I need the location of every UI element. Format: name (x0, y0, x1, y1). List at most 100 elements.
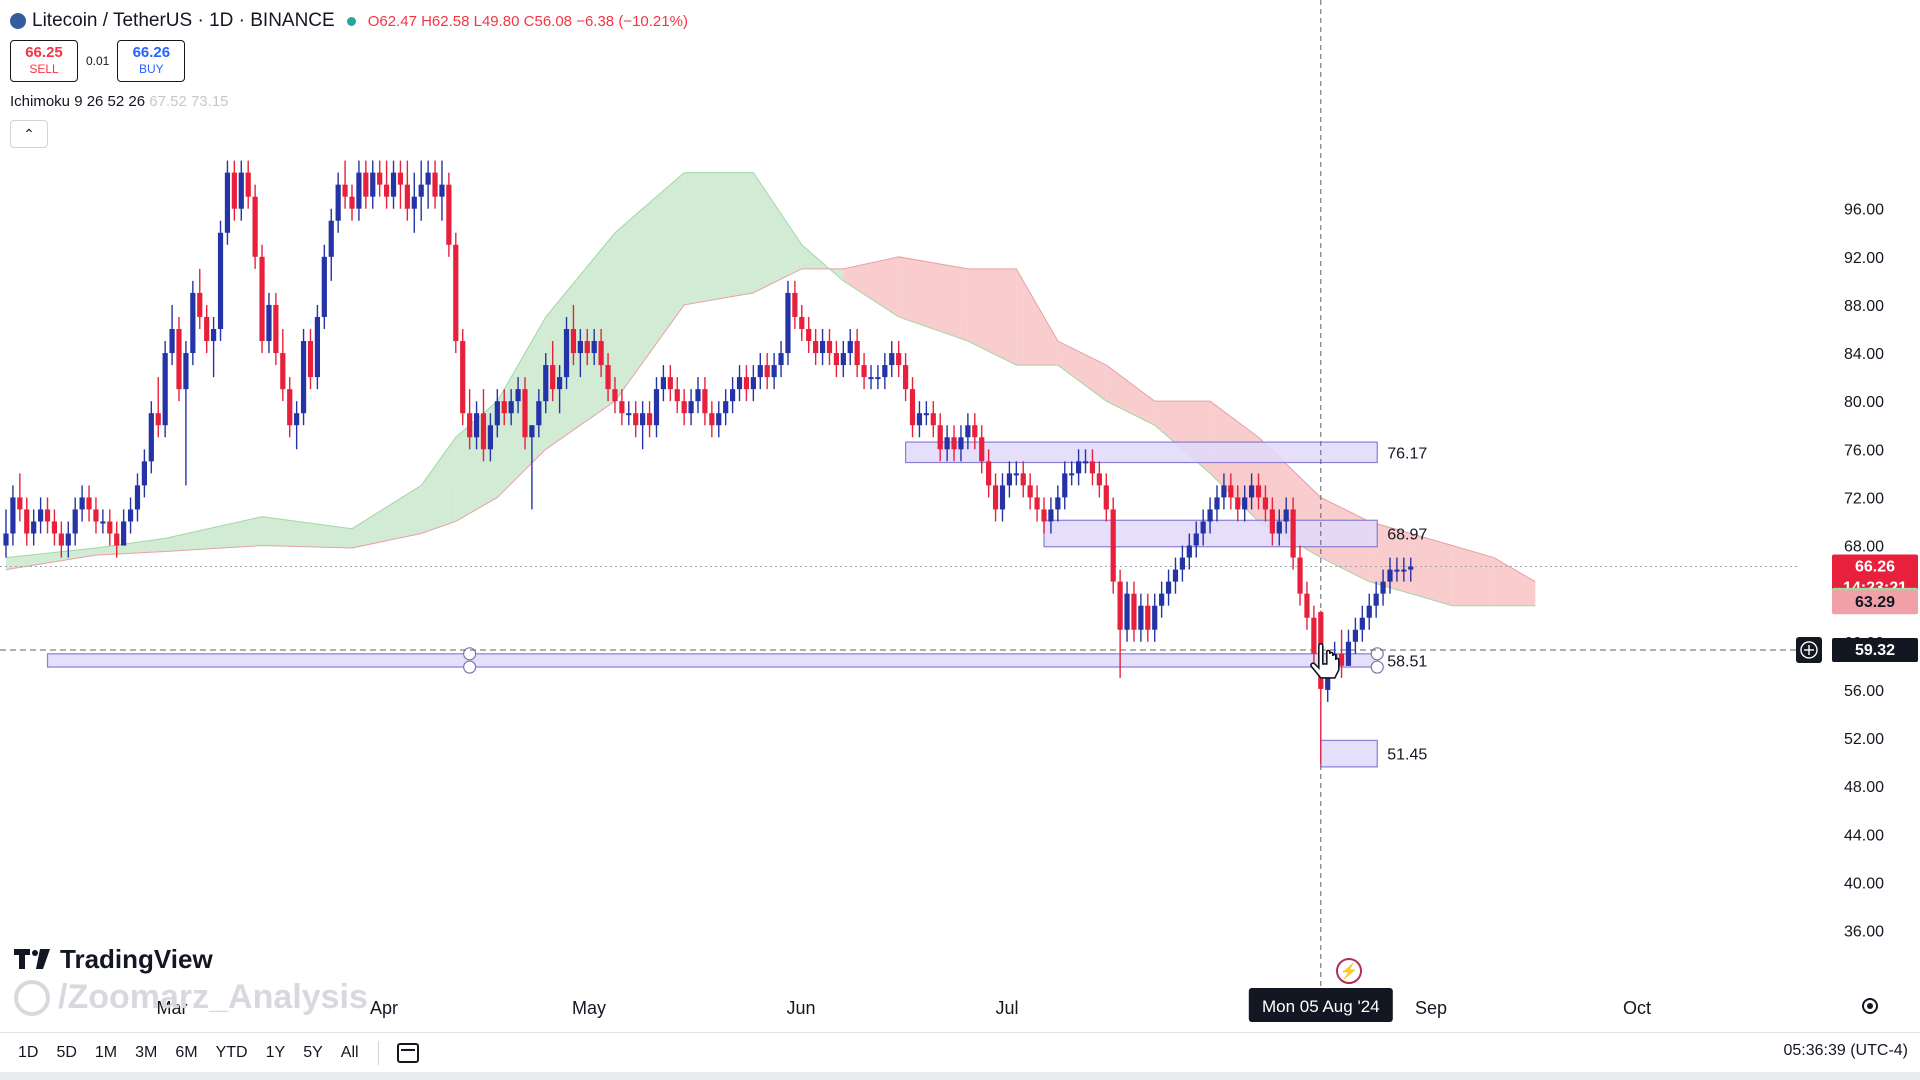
candle-body (211, 329, 217, 342)
buy-button[interactable]: 66.26 BUY (117, 40, 186, 82)
plot-area: 76.17 68.97 58.51 51.45 (0, 0, 1800, 1000)
ichimoku-cloud-segment (165, 516, 263, 552)
timeframe-1m[interactable]: 1M (94, 1044, 118, 1061)
candle (653, 377, 660, 438)
timeframe-1d[interactable]: 1D (18, 1044, 39, 1061)
candle-body (536, 401, 542, 426)
candle (446, 172, 452, 257)
candle-body (287, 389, 293, 426)
candle (176, 316, 182, 402)
candle (487, 413, 493, 462)
timeframe-ytd[interactable]: YTD (215, 1044, 248, 1061)
candle (916, 401, 923, 438)
candle (1200, 509, 1206, 546)
candle-body (356, 172, 362, 209)
ichimoku-cloud-segment (1106, 365, 1155, 426)
candle (979, 425, 985, 474)
candle (314, 304, 320, 390)
candle (204, 304, 210, 354)
sell-button[interactable]: 66.25 SELL (10, 40, 78, 82)
candle-body (473, 413, 480, 438)
timeframe-5y[interactable]: 5Y (303, 1044, 323, 1061)
candle (100, 509, 106, 534)
flash-icon[interactable]: ⚡ (1336, 958, 1362, 984)
candle-body (377, 172, 383, 185)
candle (965, 413, 971, 450)
candle (930, 401, 936, 438)
candle (833, 341, 839, 378)
candle (127, 497, 134, 534)
candle-body (861, 365, 867, 378)
candle-body (1165, 581, 1172, 594)
candle-body (404, 184, 410, 209)
candle-body (425, 172, 431, 185)
candle-body (508, 401, 514, 414)
candle-body (903, 365, 909, 390)
candle-body (1276, 521, 1282, 534)
x-axis-tick-label: Apr (370, 998, 398, 1018)
candle-body (951, 437, 957, 450)
candle-body (460, 341, 466, 414)
candle-body (965, 425, 971, 438)
candle-body (750, 377, 756, 390)
candle (598, 329, 604, 378)
timeframe-5d[interactable]: 5D (56, 1044, 77, 1061)
candle (861, 353, 867, 390)
candle-body (1131, 593, 1137, 630)
candle-body (1020, 473, 1026, 486)
candle-body (840, 353, 846, 366)
candle-body (896, 353, 902, 366)
candle-body (24, 509, 30, 534)
candle (1138, 593, 1144, 642)
candle-body (695, 389, 701, 402)
timeframe-3m[interactable]: 3M (135, 1044, 158, 1061)
candle-body (335, 184, 341, 221)
timeframe-all[interactable]: All (340, 1044, 359, 1061)
candle (819, 329, 826, 366)
candle-body (1366, 605, 1372, 618)
candle (418, 160, 424, 221)
candle (909, 377, 916, 438)
candle-body (909, 389, 916, 426)
candle (999, 473, 1006, 522)
calendar-icon[interactable] (396, 1043, 419, 1063)
y-axis-tick-label: 72.00 (1844, 490, 1884, 507)
candle (764, 353, 770, 390)
timeframe-1y[interactable]: 1Y (265, 1044, 286, 1061)
candle (889, 341, 895, 378)
candle-body (992, 485, 999, 510)
candle (875, 365, 881, 390)
candle-body (1290, 509, 1296, 558)
drawing-handle (1370, 647, 1384, 661)
watermark-logo-icon (14, 979, 50, 1016)
candle (356, 160, 362, 221)
candle-body (418, 184, 424, 197)
candle-body (1249, 485, 1255, 498)
candle-body (487, 425, 493, 450)
candle-body (972, 425, 978, 438)
candle (1179, 545, 1185, 582)
ichimoku-cloud-segment (1452, 545, 1494, 606)
candle (806, 316, 812, 354)
symbol-title[interactable]: Litecoin / TetherUS · 1D · BINANCE (32, 10, 335, 31)
candle-body (875, 377, 881, 380)
timeframe-6m[interactable]: 6M (175, 1044, 198, 1061)
candle-body (1172, 569, 1179, 582)
indicator-legend[interactable]: Ichimoku 9 26 52 26 67.52 73.15 (10, 93, 229, 110)
candle-body (1124, 593, 1130, 630)
zone-rectangle (1320, 739, 1378, 768)
candle (1290, 497, 1296, 570)
candle (121, 509, 127, 546)
settings-icon[interactable] (1862, 998, 1878, 1014)
candle-body (1304, 593, 1310, 618)
plus-icon (1800, 641, 1818, 659)
clock[interactable]: 05:36:39 (UTC-4) (1783, 1042, 1909, 1059)
candle (813, 329, 819, 366)
y-axis-tick-label: 80.00 (1844, 394, 1884, 411)
candle (1283, 497, 1289, 534)
ichimoku-cloud-segment (352, 485, 422, 548)
candle-body (619, 401, 625, 414)
collapse-legend-button[interactable]: ⌃ (10, 120, 48, 148)
candle-body (543, 365, 549, 402)
